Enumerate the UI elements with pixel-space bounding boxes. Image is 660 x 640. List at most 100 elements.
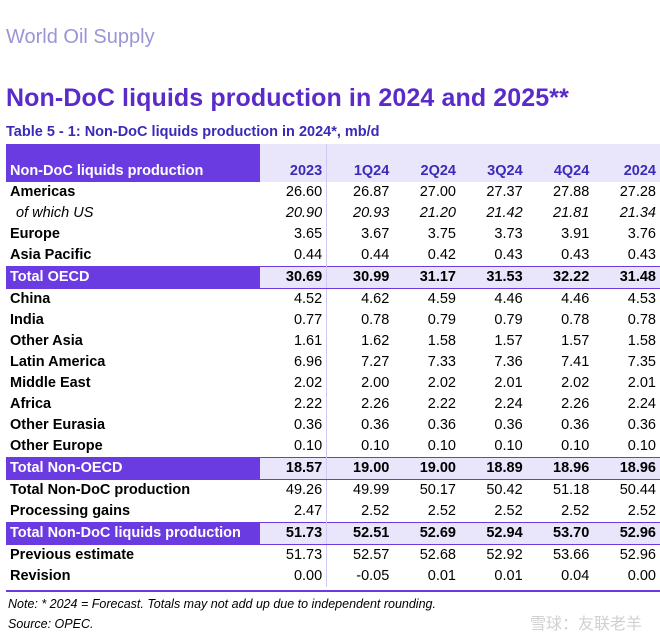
production-table: Non-DoC liquids production 2023 1Q24 2Q2… <box>6 144 660 587</box>
value-cell: 30.99 <box>326 266 394 289</box>
value-cell: 0.79 <box>494 312 523 328</box>
row-label: Processing gains <box>10 503 131 519</box>
value-cell: 6.96 <box>260 352 328 373</box>
value-cell: 2.24 <box>627 396 656 412</box>
value-cell: 53.70 <box>526 522 594 545</box>
table-row: India 0.77 0.78 0.79 0.79 0.78 0.78 <box>6 310 660 331</box>
table-body: Americas 26.60 26.87 27.00 27.37 27.88 27.28 of… <box>6 182 660 587</box>
value-cell: 4.59 <box>393 288 460 310</box>
header-cell: 4Q24 <box>526 161 594 182</box>
table-row: Other Europe 0.10 0.10 0.10 0.10 0.10 0.10 <box>6 436 660 458</box>
value-cell: 52.51 <box>326 522 394 545</box>
value-cell: 19.00 <box>393 457 460 480</box>
value-cell: 7.36 <box>494 354 523 370</box>
table-row: Latin America 6.96 7.27 7.33 7.36 7.41 7.35 <box>6 352 660 373</box>
value-cell: 52.69 <box>393 522 460 545</box>
value-cell: 2.52 <box>427 503 456 519</box>
row-label: Other Eurasia <box>10 417 106 433</box>
value-cell: 0.36 <box>561 417 590 433</box>
value-cell: 0.36 <box>627 417 656 433</box>
value-cell: 32.22 <box>526 266 594 289</box>
row-label: Latin America <box>10 354 106 370</box>
value-cell: 50.17 <box>393 479 460 501</box>
row-label: Middle East <box>10 375 91 391</box>
value-cell: 49.26 <box>260 479 328 501</box>
value-cell: 2.26 <box>361 396 390 412</box>
value-cell: 1.61 <box>260 331 328 352</box>
value-cell: 27.88 <box>553 184 590 200</box>
value-cell: 21.42 <box>486 205 523 221</box>
value-cell: 2.52 <box>494 503 523 519</box>
row-label: Other Europe <box>10 438 103 454</box>
value-cell: 21.34 <box>619 205 656 221</box>
value-cell: 2.02 <box>427 375 456 391</box>
value-cell: 18.57 <box>260 457 328 480</box>
row-label: Americas <box>10 184 76 200</box>
value-cell: 3.91 <box>561 226 590 242</box>
table-row: Asia Pacific 0.44 0.44 0.42 0.43 0.43 0.43 <box>6 245 660 267</box>
header-cell: 2023 <box>260 161 328 182</box>
value-cell: 0.10 <box>260 436 328 458</box>
value-cell: 31.48 <box>593 266 660 289</box>
table-header-row: Non-DoC liquids production 2023 1Q24 2Q2… <box>6 161 660 182</box>
value-cell: 2.52 <box>627 503 656 519</box>
value-cell: 0.79 <box>427 312 456 328</box>
value-cell: 1.57 <box>561 333 590 349</box>
value-cell: 7.27 <box>361 354 390 370</box>
value-cell: 27.28 <box>619 184 656 200</box>
table-row: Africa 2.22 2.26 2.22 2.24 2.26 2.24 <box>6 394 660 415</box>
header-cell: 2Q24 <box>393 161 460 182</box>
value-cell: 0.01 <box>494 568 523 584</box>
value-cell: 52.68 <box>393 544 460 566</box>
footnote: Note: * 2024 = Forecast. Totals may not … <box>8 597 436 611</box>
value-cell: 2.02 <box>260 373 328 394</box>
value-cell: 0.00 <box>260 566 328 587</box>
value-cell: 0.78 <box>361 312 390 328</box>
row-label: Asia Pacific <box>10 247 92 263</box>
value-cell: 0.04 <box>561 568 590 584</box>
value-cell: 18.89 <box>459 457 527 480</box>
value-cell: 2.02 <box>561 375 590 391</box>
row-label: Revision <box>10 568 71 584</box>
value-cell: 53.66 <box>526 544 594 566</box>
value-cell: 0.01 <box>427 568 456 584</box>
value-cell: 0.10 <box>427 438 456 454</box>
value-cell: 4.52 <box>260 288 328 310</box>
table-row: China 4.52 4.62 4.59 4.46 4.46 4.53 <box>6 288 660 310</box>
value-cell: 18.96 <box>593 457 660 480</box>
value-cell: 0.10 <box>494 438 523 454</box>
value-cell: 7.33 <box>427 354 456 370</box>
value-cell: 0.78 <box>561 312 590 328</box>
row-label: Total Non-DoC production <box>6 479 261 501</box>
value-cell: 2.26 <box>561 396 590 412</box>
value-cell: 2.52 <box>361 503 390 519</box>
value-cell: 4.46 <box>459 288 527 310</box>
value-cell: 0.43 <box>561 247 590 263</box>
header-band <box>6 144 660 161</box>
value-cell: 20.93 <box>353 205 390 221</box>
value-cell: 50.44 <box>593 479 660 501</box>
value-cell: 0.42 <box>427 247 456 263</box>
value-cell: 52.94 <box>459 522 527 545</box>
value-cell: 1.58 <box>427 333 456 349</box>
value-cell: 2.24 <box>494 396 523 412</box>
row-label: Total Non-DoC liquids production <box>6 522 261 545</box>
table-row: Middle East 2.02 2.00 2.02 2.01 2.02 2.01 <box>6 373 660 394</box>
value-cell: 0.10 <box>361 438 390 454</box>
value-cell: 3.75 <box>427 226 456 242</box>
value-cell: 0.36 <box>427 417 456 433</box>
value-cell: -0.05 <box>356 568 390 584</box>
table-row: Total Non-OECD 18.57 19.00 19.00 18.89 18.96 1… <box>6 457 660 480</box>
value-cell: 3.67 <box>361 226 390 242</box>
value-cell: 0.10 <box>627 438 656 454</box>
row-label: of which US <box>16 205 94 221</box>
value-cell: 31.17 <box>393 266 460 289</box>
table-row: Other Eurasia 0.36 0.36 0.36 0.36 0.36 0.36 <box>6 415 660 436</box>
value-cell: 0.36 <box>361 417 390 433</box>
value-cell: 30.69 <box>260 266 328 289</box>
value-cell: 51.73 <box>260 522 328 545</box>
value-cell: 0.44 <box>361 247 390 263</box>
value-cell: 19.00 <box>326 457 394 480</box>
value-cell: 49.99 <box>326 479 394 501</box>
value-cell: 26.60 <box>260 182 328 203</box>
